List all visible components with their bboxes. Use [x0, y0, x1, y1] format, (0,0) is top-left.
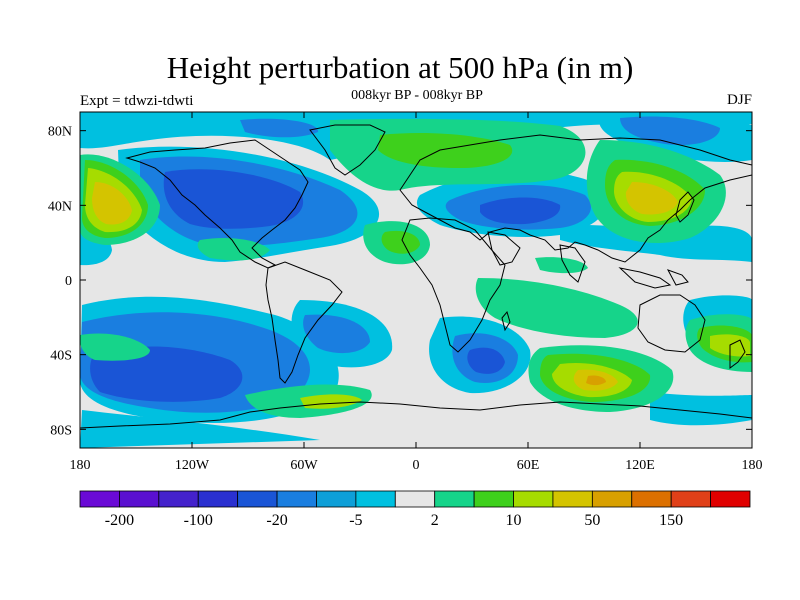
x-tick-label: 60E: [517, 458, 540, 473]
x-tick-label: 180: [742, 458, 763, 473]
y-tick-label: 80N: [48, 125, 72, 140]
contour-fill-layer: [80, 112, 752, 448]
x-tick-label: 180: [70, 458, 91, 473]
coastline-layer: [80, 124, 752, 429]
map-subtitle: 008kyr BP - 008kyr BP: [351, 88, 483, 103]
colorbar-swatch: [631, 490, 672, 508]
y-tick-label: 80S: [50, 423, 72, 438]
colorbar-swatch: [513, 490, 554, 508]
colorbar-swatch: [316, 490, 357, 508]
colorbar-label: -200: [105, 512, 134, 529]
colorbar-swatch: [79, 490, 120, 508]
colorbar-swatch: [591, 490, 633, 508]
experiment-label: Expt = tdwzi-tdwti: [80, 93, 194, 109]
colorbar-label: 50: [584, 512, 600, 529]
y-tick-label: 0: [65, 274, 72, 289]
season-label: DJF: [726, 92, 752, 108]
x-tick-label: 0: [413, 458, 420, 473]
x-tick-label: 120E: [625, 458, 655, 473]
axis-ticks: 180 120W 60W 0 60E 120E 180 80N 40N 0 40S 80S: [48, 112, 763, 473]
x-tick-label: 120W: [175, 458, 210, 473]
colorbar-swatch: [197, 490, 239, 508]
colorbar-swatch: [473, 490, 514, 508]
colorbar-label: 150: [659, 512, 683, 529]
y-tick-label: 40N: [48, 199, 72, 214]
colorbar-label: 10: [506, 512, 522, 529]
colorbar-swatch: [355, 490, 396, 508]
colorbar-label: 2: [431, 512, 439, 529]
colorbar-label: -5: [349, 512, 362, 529]
colorbar-swatch: [552, 490, 593, 508]
colorbar: -200 -100 -20 -5 2 10 50 150: [79, 490, 751, 529]
colorbar-swatch: [710, 490, 751, 508]
colorbar-swatch: [158, 490, 199, 508]
map-title: Height perturbation at 500 hPa (in m): [166, 50, 634, 85]
x-tick-label: 60W: [290, 458, 318, 473]
y-tick-label: 40S: [50, 349, 72, 364]
colorbar-swatch: [119, 490, 160, 508]
colorbar-swatch: [237, 490, 278, 508]
colorbar-swatch: [394, 490, 436, 508]
colorbar-label: -100: [184, 512, 213, 529]
colorbar-swatch: [434, 490, 475, 508]
colorbar-swatch: [276, 490, 317, 508]
colorbar-label: -20: [266, 512, 287, 529]
colorbar-swatch: [670, 490, 711, 508]
